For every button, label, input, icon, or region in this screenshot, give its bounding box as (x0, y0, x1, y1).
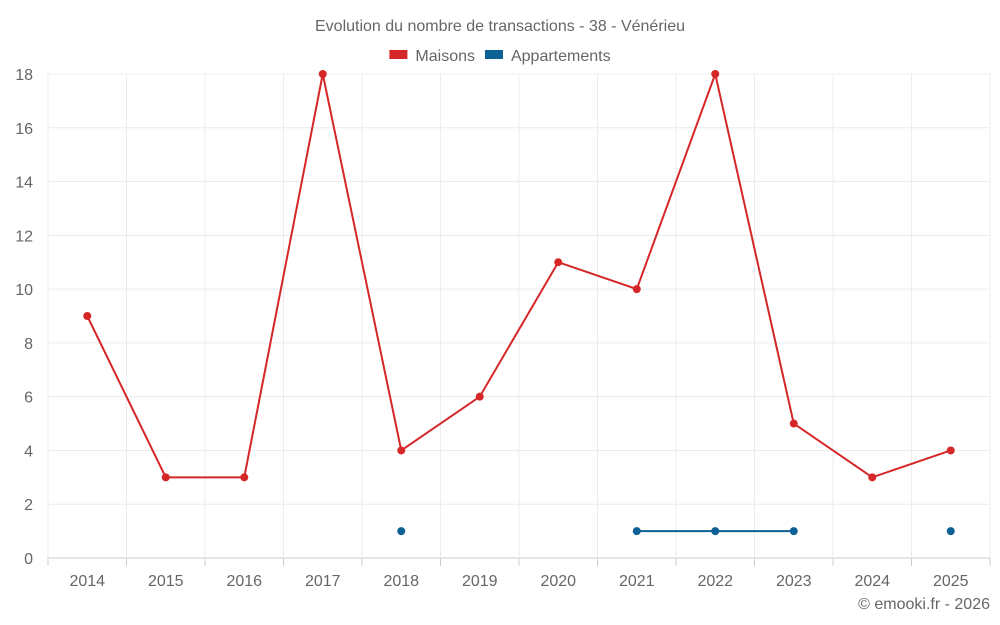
data-point[interactable] (789, 419, 798, 428)
x-tick-label: 2019 (462, 573, 498, 590)
legend-swatch (484, 50, 503, 59)
y-tick-label: 16 (15, 121, 33, 138)
y-tick-label: 10 (15, 282, 33, 299)
data-point[interactable] (946, 527, 955, 536)
chart-legend: Maisons Appartements (389, 48, 611, 65)
x-tick-label: 2021 (619, 573, 655, 590)
data-point[interactable] (789, 527, 798, 536)
y-tick-label: 6 (24, 390, 33, 407)
series-appartements (397, 527, 955, 536)
legend-item-appartements[interactable]: Appartements (484, 48, 611, 65)
data-point[interactable] (161, 473, 170, 482)
x-tick-label: 2017 (305, 573, 341, 590)
data-point[interactable] (554, 258, 563, 267)
legend-item-maisons[interactable]: Maisons (389, 48, 475, 65)
data-point[interactable] (318, 70, 327, 78)
series-line (86, 73, 952, 479)
data-point[interactable] (868, 473, 877, 482)
x-tick-label: 2020 (540, 573, 576, 590)
legend-label: Maisons (415, 48, 475, 65)
data-point[interactable] (397, 446, 406, 455)
chart-axes: 0 2 4 6 8 10 12 14 16 18 2014 2015 2016 2017 2018 2019 2… (15, 67, 991, 590)
data-point[interactable] (711, 70, 720, 78)
x-tick-label: 2025 (933, 573, 969, 590)
y-tick-label: 8 (24, 336, 33, 353)
y-tick-label: 0 (24, 551, 33, 568)
x-tick-label: 2015 (148, 573, 184, 590)
chart-series (83, 70, 955, 536)
series-maisons (83, 70, 955, 482)
y-tick-label: 14 (15, 175, 33, 192)
x-tick-label: 2024 (854, 573, 890, 590)
data-point[interactable] (475, 392, 484, 401)
data-point[interactable] (83, 312, 92, 320)
data-point[interactable] (711, 527, 720, 536)
y-tick-label: 2 (24, 497, 33, 514)
legend-swatch (389, 50, 408, 59)
chart-grid (47, 73, 991, 559)
data-point[interactable] (632, 527, 641, 536)
x-tick-label: 2016 (226, 573, 262, 590)
chart-credit: © emooki.fr - 2026 (858, 596, 990, 613)
y-tick-label: 4 (24, 443, 33, 460)
x-tick-label: 2018 (383, 573, 419, 590)
y-tick-label: 12 (15, 228, 33, 245)
x-tick-label: 2023 (776, 573, 812, 590)
legend-label: Appartements (511, 48, 611, 65)
x-tick-label: 2022 (697, 573, 733, 590)
data-point[interactable] (397, 527, 406, 536)
data-point[interactable] (240, 473, 249, 482)
data-point[interactable] (632, 285, 641, 294)
chart-title: Evolution du nombre de transactions - 38… (315, 18, 685, 35)
x-tick-label: 2014 (69, 573, 105, 590)
y-tick-label: 18 (15, 67, 33, 84)
data-point[interactable] (946, 446, 955, 455)
